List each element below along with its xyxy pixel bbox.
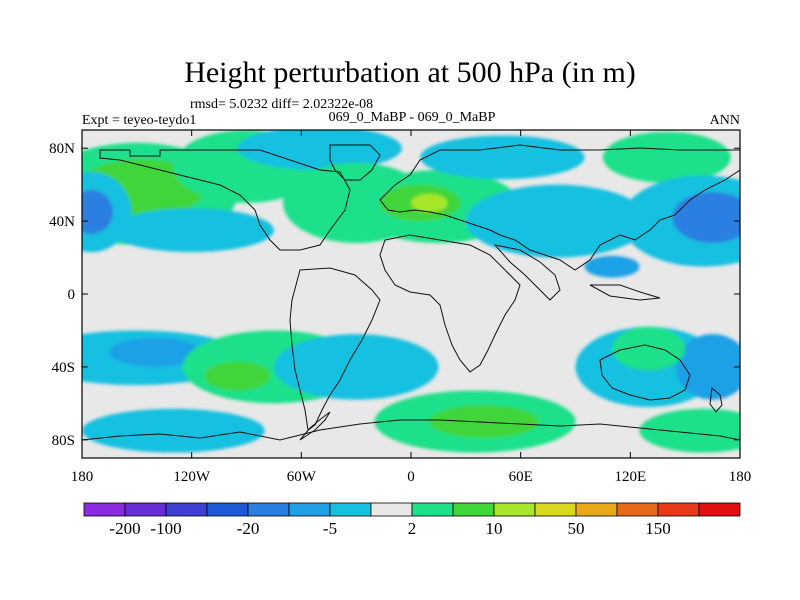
north-america-outline (99, 149, 351, 251)
colorbar-label: 150 (645, 519, 671, 538)
contour-region-16 (672, 191, 740, 243)
eurasia-outline (379, 144, 740, 271)
contour-region-17 (584, 255, 640, 278)
contour-map (82, 130, 740, 458)
greenland-outline (329, 144, 381, 181)
experiment-label: Expt = teyeo-teydo1 (82, 113, 196, 128)
australia-outline (599, 344, 691, 401)
colorbar-label: 2 (408, 519, 417, 538)
y-tick-label: 40N (49, 214, 75, 230)
colorbar-swatch (370, 502, 413, 517)
colorbar-swatch (575, 502, 618, 517)
contour-region-21 (204, 361, 271, 391)
colorbar-label: -200 (109, 519, 140, 538)
contour-region-11 (411, 193, 448, 212)
contour-region-6 (109, 208, 274, 253)
contour-region-5 (82, 190, 114, 234)
x-tick-label: 0 (407, 469, 415, 485)
colorbar-swatch (452, 502, 495, 517)
colorbar-swatch (288, 502, 331, 517)
africa-outline (379, 234, 521, 373)
y-axis: 80N 40N 0 40S 80S (49, 141, 740, 449)
colorbar-swatch (698, 502, 741, 517)
colorbar: -200 -100 -20 -5 2 10 50 150 (83, 502, 741, 538)
colorbar-swatch (411, 502, 454, 517)
contour-region-28 (612, 326, 686, 371)
colorbar-label: 10 (486, 519, 503, 538)
x-tick-label: 180 (71, 469, 94, 485)
colorbar-swatch (83, 502, 126, 517)
x-tick-label: 60W (287, 469, 317, 485)
case-label: 069_0_MaBP - 069_0_MaBP (329, 110, 496, 125)
colorbar-swatch (206, 502, 249, 517)
colorbar-label: -5 (323, 519, 337, 538)
y-tick-label: 40S (52, 360, 75, 376)
contour-region-19 (109, 337, 201, 367)
contour-region-22 (82, 408, 265, 453)
south-america-outline (289, 267, 381, 431)
antarctica-outline (82, 419, 740, 458)
x-tick-label: 120E (614, 469, 646, 485)
x-tick-label: 120W (173, 469, 211, 485)
colorbar-swatch (616, 502, 659, 517)
contour-region-27 (676, 334, 740, 400)
continent-outlines (82, 144, 740, 458)
y-tick-label: 80S (52, 433, 75, 449)
new-zealand-outline (709, 387, 723, 413)
colorbar-swatch (247, 502, 290, 517)
contour-region-14 (602, 131, 731, 183)
contour-region-29 (639, 408, 740, 453)
antarctic-peninsula-outline (299, 411, 331, 441)
colorbar-label: 50 (568, 519, 585, 538)
colorbar-swatch (493, 502, 536, 517)
y-tick-label: 0 (68, 287, 76, 303)
colorbar-swatch (657, 502, 700, 517)
contour-region-24 (429, 405, 539, 438)
y-tick-label: 80N (49, 141, 75, 157)
colorbar-swatch (329, 502, 372, 517)
x-tick-label: 180 (729, 469, 752, 485)
arabia-india-outline (493, 244, 561, 301)
colorbar-label: -20 (237, 519, 260, 538)
x-axis: 180 120W 60W 0 60E 120E 180 (71, 130, 752, 485)
season-label: ANN (710, 113, 740, 128)
colorbar-swatch (165, 502, 208, 517)
x-tick-label: 60E (509, 469, 533, 485)
contour-region-25 (273, 334, 439, 400)
rmsd-label: rmsd= 5.0232 diff= 2.02322e-08 (190, 97, 373, 112)
colorbar-swatch (124, 502, 167, 517)
indonesia-outline (589, 284, 661, 301)
contour-region-7 (237, 130, 402, 171)
colorbar-swatch (534, 502, 577, 517)
colorbar-label: -100 (150, 519, 181, 538)
contour-region-12 (465, 184, 649, 258)
contour-region-13 (420, 135, 585, 180)
chart-title: Height perturbation at 500 hPa (in m) (184, 56, 636, 89)
